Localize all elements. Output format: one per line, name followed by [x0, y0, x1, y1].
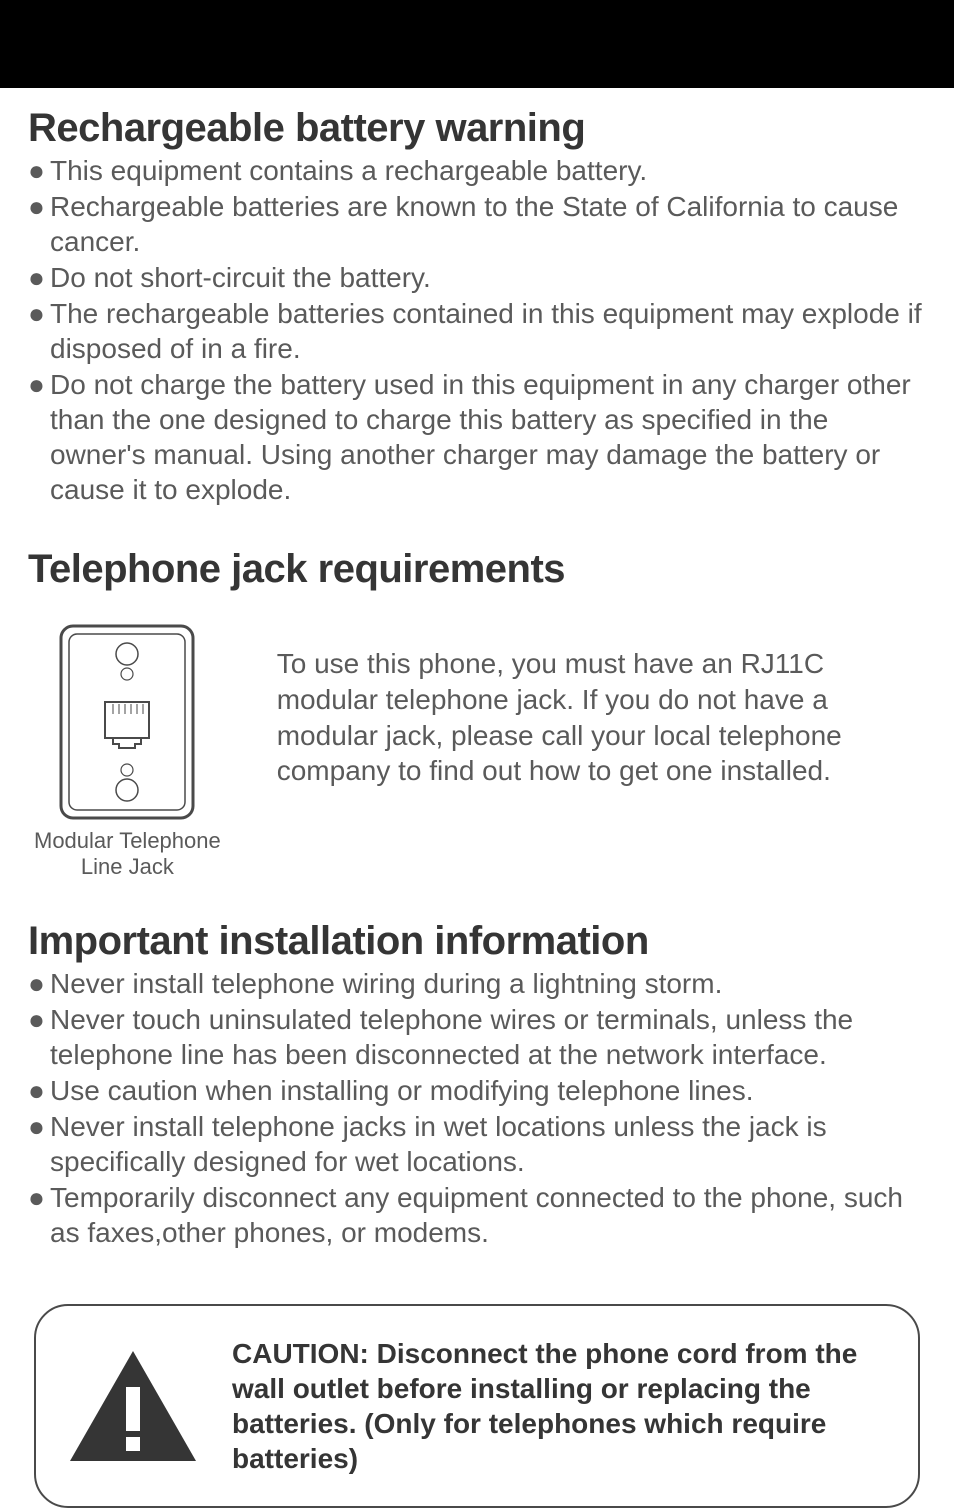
list-item: ●Use caution when installing or modifyin… — [28, 1073, 926, 1108]
header-black-band — [0, 0, 954, 88]
list-item-text: Never touch uninsulated telephone wires … — [50, 1004, 853, 1070]
list-item: ●Temporarily disconnect any equipment co… — [28, 1180, 926, 1250]
install-info-list: ●Never install telephone wiring during a… — [28, 966, 926, 1250]
list-item-text: Rechargeable batteries are known to the … — [50, 191, 898, 257]
list-item-text: Temporarily disconnect any equipment con… — [50, 1182, 903, 1248]
list-item-text: Never install telephone wiring during a … — [50, 968, 722, 999]
jack-caption-line: Modular Telephone — [34, 828, 221, 853]
caution-box: CAUTION: Disconnect the phone cord from … — [34, 1304, 920, 1508]
list-item: ●Never install telephone wiring during a… — [28, 966, 926, 1001]
list-item: ●This equipment contains a rechargeable … — [28, 153, 926, 188]
install-info-heading: Important installation information — [28, 919, 926, 964]
page-content: Rechargeable battery warning ●This equip… — [0, 106, 954, 1508]
modular-jack-icon — [57, 622, 197, 822]
jack-requirements-heading: Telephone jack requirements — [28, 547, 926, 592]
list-item: ●The rechargeable batteries contained in… — [28, 296, 926, 366]
battery-warning-list: ●This equipment contains a rechargeable … — [28, 153, 926, 507]
list-item: ●Rechargeable batteries are known to the… — [28, 189, 926, 259]
jack-caption: Modular Telephone Line Jack — [34, 828, 221, 881]
battery-warning-heading: Rechargeable battery warning — [28, 106, 926, 151]
list-item-text: Use caution when installing or modifying… — [50, 1075, 754, 1106]
list-item: ●Do not charge the battery used in this … — [28, 367, 926, 507]
jack-diagram-column: Modular Telephone Line Jack — [34, 622, 221, 881]
caution-text: CAUTION: Disconnect the phone cord from … — [232, 1336, 886, 1476]
warning-triangle-icon — [68, 1349, 198, 1463]
list-item-text: Do not short-circuit the battery. — [50, 262, 431, 293]
jack-description: To use this phone, you must have an RJ11… — [277, 622, 926, 789]
jack-caption-line: Line Jack — [81, 854, 174, 879]
list-item: ●Do not short-circuit the battery. — [28, 260, 926, 295]
list-item: ●Never touch uninsulated telephone wires… — [28, 1002, 926, 1072]
list-item-text: The rechargeable batteries contained in … — [50, 298, 922, 364]
list-item-text: Never install telephone jacks in wet loc… — [50, 1111, 827, 1177]
list-item-text: This equipment contains a rechargeable b… — [50, 155, 647, 186]
jack-row: Modular Telephone Line Jack To use this … — [28, 622, 926, 881]
list-item: ●Never install telephone jacks in wet lo… — [28, 1109, 926, 1179]
list-item-text: Do not charge the battery used in this e… — [50, 369, 911, 505]
